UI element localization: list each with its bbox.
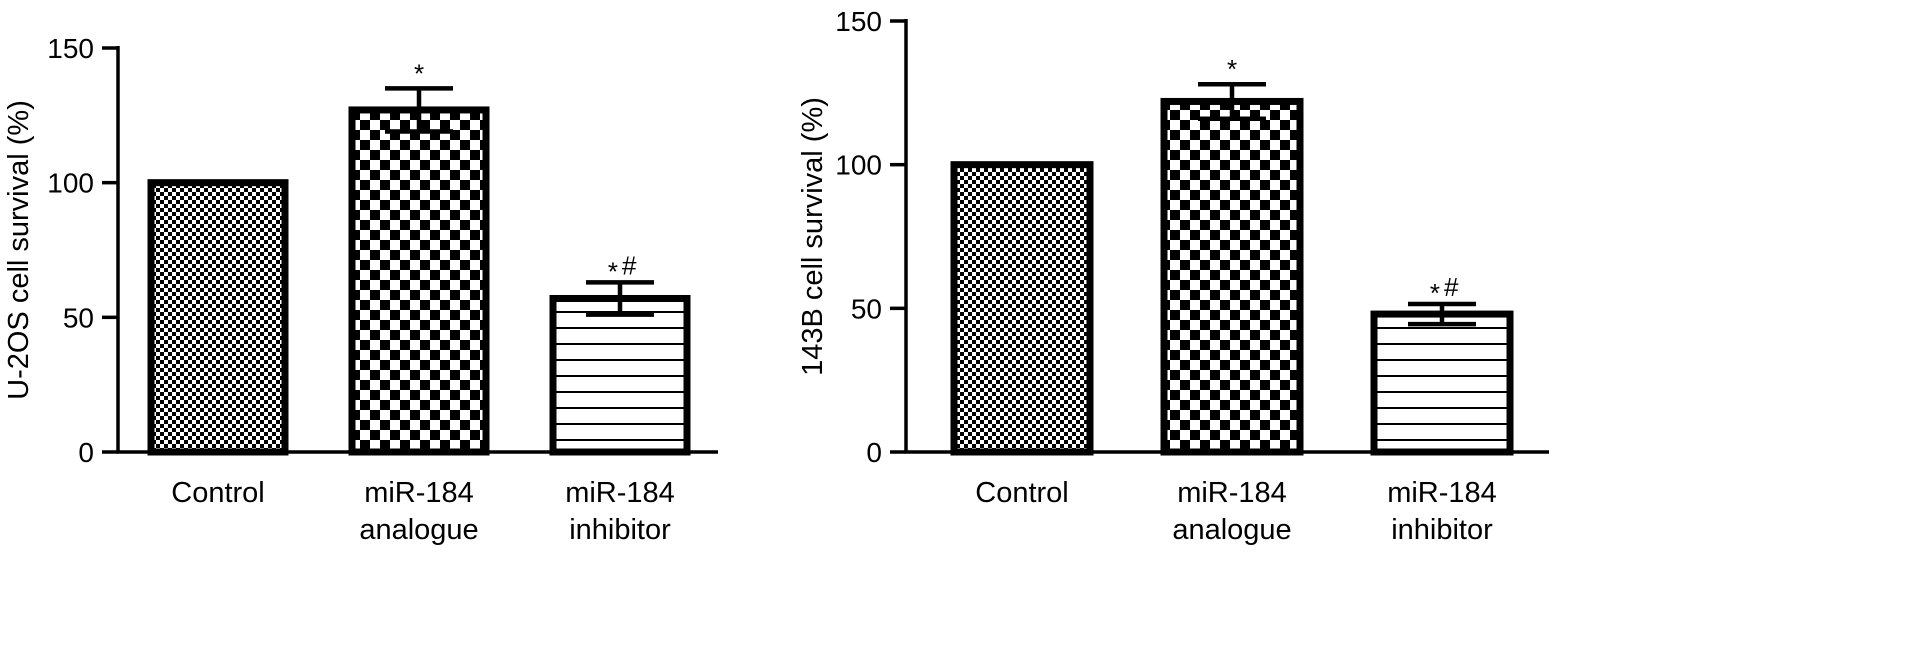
significance-star: * bbox=[608, 256, 618, 286]
bar bbox=[950, 161, 1094, 456]
x-category-label: inhibitor bbox=[1391, 514, 1493, 546]
x-category-label: Control bbox=[171, 477, 265, 509]
significance-hash: # bbox=[622, 250, 637, 280]
y-tick-label: 0 bbox=[866, 437, 882, 468]
x-category-label: miR-184 bbox=[364, 477, 474, 509]
significance-star: * bbox=[1227, 54, 1237, 84]
x-category-label: miR-184 bbox=[1177, 477, 1287, 509]
y-axis-title: 143B cell survival (%) bbox=[797, 97, 829, 376]
y-tick-label: 50 bbox=[63, 302, 94, 333]
significance-star: * bbox=[1430, 278, 1440, 308]
x-category-label: Control bbox=[975, 477, 1069, 509]
x-category-label: analogue bbox=[359, 514, 478, 546]
x-category-label: miR-184 bbox=[565, 477, 675, 509]
y-axis-title: U-2OS cell survival (%) bbox=[3, 100, 35, 400]
x-category-label: inhibitor bbox=[569, 514, 671, 546]
bar bbox=[1160, 97, 1304, 456]
x-category-label: miR-184 bbox=[1387, 477, 1497, 509]
y-tick-label: 0 bbox=[78, 437, 94, 468]
bar bbox=[348, 106, 490, 456]
significance-star: * bbox=[414, 58, 424, 88]
x-category-label: analogue bbox=[1172, 514, 1291, 546]
y-tick-label: 50 bbox=[851, 293, 882, 324]
bar bbox=[549, 294, 691, 456]
y-tick-label: 100 bbox=[835, 150, 882, 181]
y-tick-label: 100 bbox=[47, 168, 94, 199]
significance-hash: # bbox=[1444, 272, 1459, 302]
chart-panel-2: 0 50 100 150 143B cell survival (%) Control * m… bbox=[797, 6, 1549, 546]
bar bbox=[1370, 310, 1514, 456]
y-tick-label: 150 bbox=[47, 33, 94, 64]
chart-panel-1: 0 50 100 150 U-2OS cell survival (%) Control *… bbox=[3, 33, 718, 546]
bar bbox=[147, 179, 289, 456]
y-tick-label: 150 bbox=[835, 6, 882, 37]
